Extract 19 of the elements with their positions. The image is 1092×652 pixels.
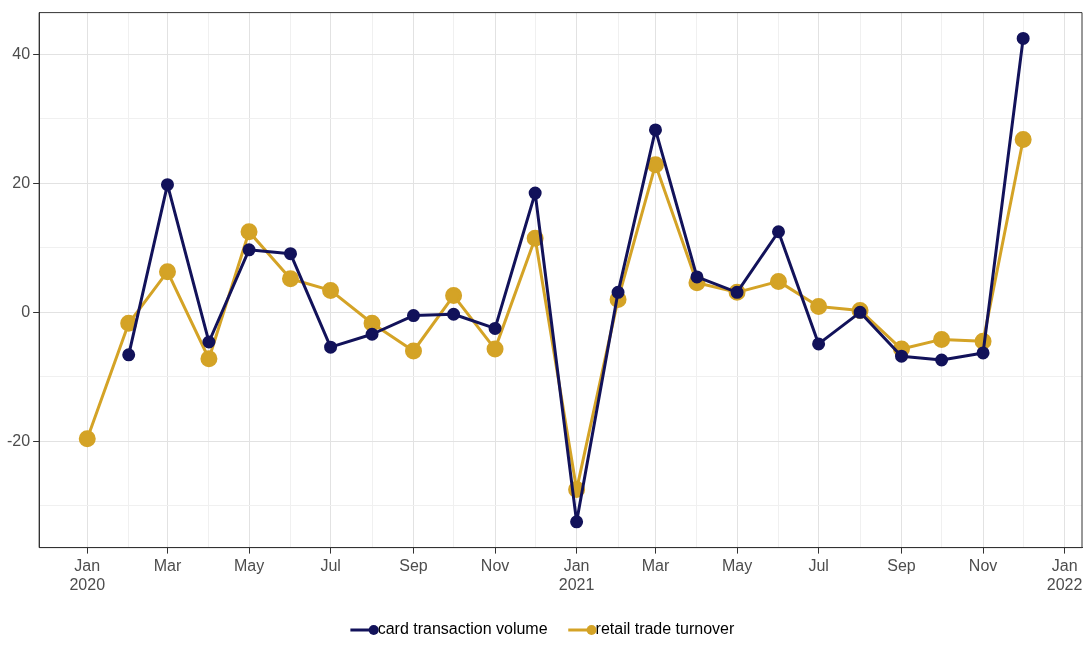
x-tick-label: Jul [320,556,341,574]
x-tick-label: Sep [887,556,916,574]
x-tick-label: Mar [641,556,670,574]
x-tick-label: Nov [480,556,510,574]
x-tick-label: May [233,556,265,574]
y-tick-label: 20 [12,173,31,191]
x-tick-label: Jan 2022 [1046,556,1083,593]
y-tick-label: 0 [21,302,31,320]
x-tick-label: Nov [968,556,998,574]
x-tick-label: Sep [399,556,428,574]
x-tick-label: Jul [808,556,829,574]
legend-label: card transaction volume [377,620,548,638]
y-tick-label: 40 [12,44,31,62]
y-tick-label: -20 [7,431,31,449]
x-tick-label: Jan 2021 [558,556,595,593]
legend-label: retail trade turnover [595,620,735,638]
x-tick-label: Mar [153,556,182,574]
x-tick-label: Jan 2020 [69,556,106,593]
x-tick-label: May [721,556,753,574]
